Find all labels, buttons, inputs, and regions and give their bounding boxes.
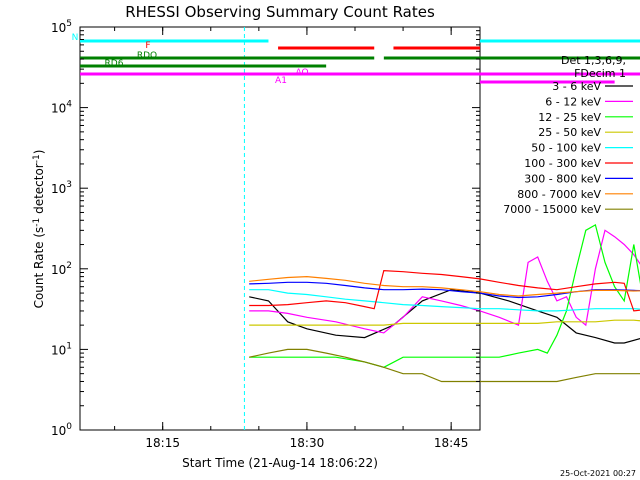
series-line <box>249 289 640 344</box>
flag-label: AO <box>295 68 308 78</box>
y-tick-label: 105 <box>51 19 72 35</box>
y-tick-label: 101 <box>51 341 72 357</box>
x-tick-label: 18:45 <box>434 436 469 450</box>
y-tick-label: 102 <box>51 261 72 277</box>
y-tick-label: 103 <box>51 180 72 196</box>
y-tick-label: 104 <box>51 100 72 116</box>
series-line <box>249 289 640 312</box>
series-line <box>249 319 640 326</box>
legend-entry: 300 - 800 keV <box>524 172 601 185</box>
flag-label: F <box>145 41 150 51</box>
legend-entry: 3 - 6 keV <box>552 80 601 93</box>
x-tick-label: 18:30 <box>290 436 325 450</box>
x-tick-label: 18:15 <box>145 436 180 450</box>
legend-entry: 50 - 100 keV <box>531 142 601 155</box>
legend-entry: 800 - 7000 keV <box>517 188 601 201</box>
legend-entry: 25 - 50 keV <box>538 126 601 139</box>
flag-label: A1 <box>275 76 287 86</box>
chart-title: RHESSI Observing Summary Count Rates <box>125 3 435 21</box>
y-tick-label: 100 <box>51 422 72 438</box>
flag-label: RDO <box>137 51 157 61</box>
legend-entry: 100 - 300 keV <box>524 157 601 170</box>
series-group <box>249 223 640 383</box>
plot-frame <box>79 26 481 431</box>
series-line <box>249 281 640 299</box>
flag-label: N <box>72 33 79 43</box>
legend-header: Det 1,3,6,9, <box>561 54 626 67</box>
y-axis-label: Count Rate (s-1 detector-1) <box>32 150 46 309</box>
legend-entry: 12 - 25 keV <box>538 111 601 124</box>
series-line <box>249 269 640 312</box>
legend-entry: 7000 - 15000 keV <box>503 203 601 216</box>
footer-date: 25-Oct-2021 00:27 <box>560 469 636 478</box>
y-axis: 100 101 102 103 104 105 <box>51 19 480 438</box>
legend-header: FDecim 1 <box>574 67 626 80</box>
x-axis-label: Start Time (21-Aug-14 18:06:22) <box>182 456 378 470</box>
series-line <box>249 348 640 383</box>
series-line <box>249 223 640 368</box>
flag-label: RD6 <box>105 59 124 69</box>
legend-entry: 6 - 12 keV <box>545 95 601 108</box>
series-line <box>249 275 640 297</box>
legend: Det 1,3,6,9,FDecim 13 - 6 keV 6 - 12 keV 1… <box>503 54 633 216</box>
x-axis: 18:15 18:30 18:45 <box>114 27 469 450</box>
